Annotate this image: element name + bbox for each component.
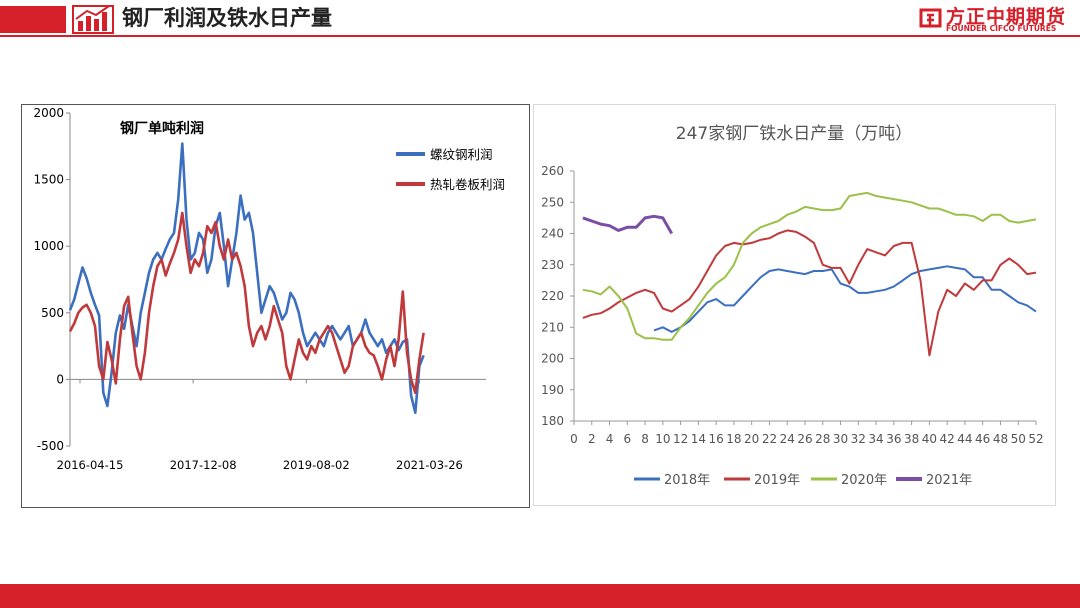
x-tick-label: 10	[655, 432, 670, 446]
series-line-2	[582, 229, 1037, 357]
y-tick-label: 210	[541, 320, 564, 334]
series-line-1	[68, 142, 425, 415]
y-tick-label: 200	[541, 352, 564, 366]
brand-name-en: FOUNDER CIFCO FUTURES	[946, 24, 1057, 33]
series-line-1	[653, 265, 1037, 333]
x-tick-label: 44	[957, 432, 972, 446]
y-tick-label: 260	[541, 164, 564, 178]
x-tick-label: 6	[623, 432, 631, 446]
x-tick-label: 14	[691, 432, 706, 446]
x-tick-label: 16	[709, 432, 724, 446]
y-tick-label: 250	[541, 195, 564, 209]
y-tick-label: 500	[41, 306, 64, 320]
x-tick-label: 50	[1011, 432, 1026, 446]
x-tick-label: 0	[570, 432, 578, 446]
x-tick-label: 48	[993, 432, 1008, 446]
x-tick-label: 2	[588, 432, 596, 446]
x-tick-label: 36	[886, 432, 901, 446]
y-tick-label: 2000	[33, 106, 64, 120]
x-tick-label: 2021-03-26	[396, 458, 463, 472]
chart-logo-icon	[72, 5, 114, 34]
series-line-4	[582, 214, 674, 235]
x-tick-label: 2019-08-02	[283, 458, 350, 472]
y-tick-label: -500	[37, 439, 64, 453]
brand-mark-icon	[919, 8, 942, 28]
x-tick-label: 22	[762, 432, 777, 446]
x-tick-label: 34	[868, 432, 883, 446]
y-tick-label: 1500	[33, 173, 64, 187]
page-title: 钢厂利润及铁水日产量	[122, 6, 332, 30]
x-tick-label: 4	[606, 432, 614, 446]
x-tick-label: 38	[904, 432, 919, 446]
x-tick-label: 46	[975, 432, 990, 446]
y-tick-label: 220	[541, 289, 564, 303]
brand-name-cn: 方正中期期货	[946, 6, 1067, 28]
legend-label-2: 2019年	[754, 473, 800, 488]
y-tick-label: 0	[56, 372, 64, 386]
y-tick-label: 230	[541, 258, 564, 272]
header-accent-bar	[0, 6, 66, 33]
y-tick-label: 190	[541, 383, 564, 397]
x-tick-label: 32	[851, 432, 866, 446]
chart-title: 钢厂单吨利润	[120, 120, 204, 137]
y-tick-label: 240	[541, 227, 564, 241]
x-tick-label: 30	[833, 432, 848, 446]
brand-logo: 方正中期期货 FOUNDER CIFCO FUTURES	[914, 2, 1074, 34]
legend-label-2: 热轧卷板利润	[430, 177, 505, 192]
x-tick-label: 40	[922, 432, 937, 446]
steel-profit-svg: 钢厂单吨利润 -500 0 500 1000 1500 2000 2016-04-15 2017…	[33, 106, 505, 472]
x-tick-label: 2016-04-15	[57, 458, 124, 472]
x-tick-label: 28	[815, 432, 830, 446]
x-tick-label: 24	[780, 432, 795, 446]
x-tick-label: 26	[797, 432, 812, 446]
y-tick-label: 180	[541, 414, 564, 428]
x-tick-label: 8	[641, 432, 649, 446]
x-tick-label: 18	[726, 432, 741, 446]
chart-title: 247家钢厂铁水日产量（万吨）	[676, 124, 912, 144]
legend-label-1: 2018年	[664, 473, 710, 488]
series-line-2	[68, 211, 425, 395]
steel-profit-chart: 钢厂单吨利润 -500 0 500 1000 1500 2000 2016-04-15 2017…	[21, 104, 530, 508]
y-tick-label: 1000	[33, 239, 64, 253]
legend-label-1: 螺纹钢利润	[430, 147, 493, 162]
x-tick-label: 42	[940, 432, 955, 446]
hot-metal-output-chart: 247家钢厂铁水日产量（万吨） 180 190 200 210 220 230 240 250 2…	[533, 104, 1056, 506]
legend-label-3: 2020年	[841, 473, 887, 488]
footer-bar	[0, 584, 1080, 608]
x-tick-label: 20	[744, 432, 759, 446]
legend-label-4: 2021年	[926, 473, 972, 488]
hot-metal-output-svg: 247家钢厂铁水日产量（万吨）1801902002102202302402502…	[541, 124, 1044, 488]
x-tick-label: 52	[1028, 432, 1043, 446]
x-tick-label: 2017-12-08	[170, 458, 237, 472]
x-tick-label: 12	[673, 432, 688, 446]
header-divider	[0, 35, 1080, 37]
series-line-3	[582, 191, 1037, 341]
